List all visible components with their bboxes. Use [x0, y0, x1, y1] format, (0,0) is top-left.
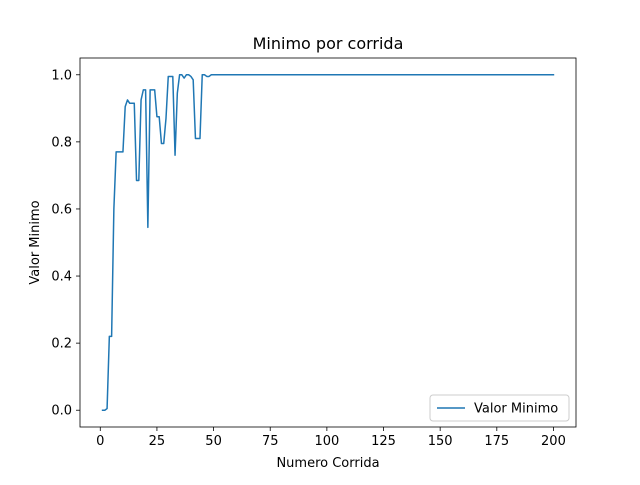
x-tick-label: 50 — [205, 434, 222, 449]
plot-area — [101, 74, 555, 411]
y-axis-ticks: 0.0 0.2 0.4 0.6 0.8 1.0 — [51, 68, 80, 419]
y-tick-label: 0.0 — [51, 404, 72, 419]
x-tick-label: 75 — [262, 434, 279, 449]
legend: Valor Minimo — [429, 394, 570, 422]
legend-box — [429, 394, 570, 422]
y-tick-label: 0.8 — [51, 135, 72, 150]
x-tick-label: 200 — [541, 434, 566, 449]
x-tick-label: 100 — [314, 434, 339, 449]
x-axis-ticks: 0 25 50 75 100 125 150 175 200 — [96, 427, 566, 449]
legend-label: Valor Minimo — [474, 402, 558, 417]
x-tick-label: 0 — [96, 434, 104, 449]
axes — [79, 57, 577, 428]
y-axis-label: Valor Minimo — [28, 200, 43, 284]
y-tick-label: 0.6 — [51, 202, 72, 217]
y-tick-label: 0.4 — [51, 270, 72, 285]
y-tick-label: 0.2 — [51, 337, 72, 352]
x-tick-label: 125 — [371, 434, 396, 449]
x-axis-label: Numero Corrida — [276, 456, 379, 471]
x-tick-label: 150 — [428, 434, 453, 449]
series-line — [101, 74, 555, 411]
y-tick-label: 1.0 — [51, 68, 72, 83]
x-tick-label: 175 — [484, 434, 509, 449]
axes-frame — [79, 57, 577, 428]
chart-title: Minimo por corrida — [253, 34, 404, 53]
x-tick-label: 25 — [149, 434, 166, 449]
